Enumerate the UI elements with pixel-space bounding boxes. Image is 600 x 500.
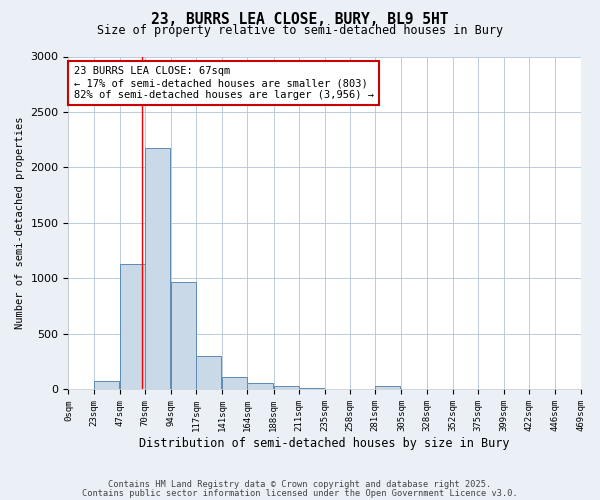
Bar: [247, 383, 272, 390]
Bar: [94, 381, 119, 390]
Bar: [145, 148, 170, 390]
Y-axis label: Number of semi-detached properties: Number of semi-detached properties: [15, 116, 25, 329]
Bar: [223, 376, 247, 390]
Bar: [274, 386, 299, 390]
X-axis label: Distribution of semi-detached houses by size in Bury: Distribution of semi-detached houses by …: [139, 437, 510, 450]
Bar: [350, 389, 375, 390]
Bar: [299, 388, 324, 390]
Bar: [325, 389, 350, 390]
Bar: [375, 386, 400, 390]
Text: Contains HM Land Registry data © Crown copyright and database right 2025.: Contains HM Land Registry data © Crown c…: [109, 480, 491, 489]
Bar: [196, 356, 221, 390]
Text: Size of property relative to semi-detached houses in Bury: Size of property relative to semi-detach…: [97, 24, 503, 37]
Bar: [120, 264, 145, 390]
Bar: [171, 282, 196, 390]
Text: Contains public sector information licensed under the Open Government Licence v3: Contains public sector information licen…: [82, 488, 518, 498]
Text: 23, BURRS LEA CLOSE, BURY, BL9 5HT: 23, BURRS LEA CLOSE, BURY, BL9 5HT: [151, 12, 449, 28]
Text: 23 BURRS LEA CLOSE: 67sqm
← 17% of semi-detached houses are smaller (803)
82% of: 23 BURRS LEA CLOSE: 67sqm ← 17% of semi-…: [74, 66, 374, 100]
